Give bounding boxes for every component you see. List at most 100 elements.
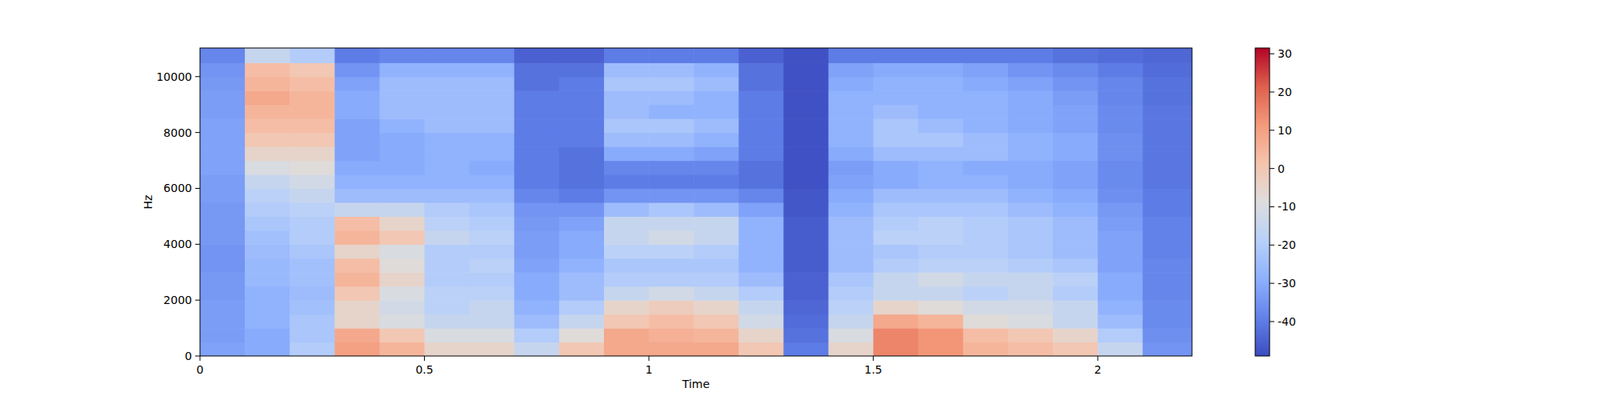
cell [1008,174,1054,189]
cell [559,90,605,105]
cell [559,258,605,273]
cell [738,244,784,259]
cell [1097,90,1144,105]
cell [1142,146,1192,161]
cell [559,286,605,301]
cells [200,48,1192,356]
cell [604,202,650,217]
cell [379,314,425,329]
cell [918,76,964,92]
cell [469,62,516,77]
y-tick [195,132,200,133]
cell [559,104,605,120]
x-tick-label: 1 [645,363,653,376]
y-tick-label: 6000 [163,181,192,195]
cell [559,188,605,203]
cell [648,314,695,329]
cell [604,328,650,343]
cell [1008,76,1054,92]
cell [828,132,875,148]
cell [873,76,920,92]
cell [289,90,336,105]
cell [918,314,964,329]
cell [963,146,1009,161]
cell [873,244,920,259]
cell [200,286,246,301]
y-tick-label: 4000 [163,237,192,251]
cell [379,146,425,161]
cell [559,48,605,64]
cell [1008,272,1054,287]
cell [738,76,784,92]
cell [1142,230,1192,245]
cell [514,146,560,161]
cell [918,104,964,120]
cell [334,314,380,329]
cell [559,146,605,161]
cell [1052,300,1099,315]
cell [514,328,560,343]
cell [604,90,650,105]
cell [1008,244,1054,259]
cell [244,216,291,231]
cell [963,258,1009,273]
cell [1142,104,1192,120]
cell [693,258,740,273]
cell [424,90,471,105]
cell [1052,146,1099,161]
cell [738,202,784,217]
cell [918,160,964,176]
cell [1008,286,1054,301]
x-tick-label: 2 [1094,363,1102,376]
cell [1142,174,1192,189]
colorbar-tick-label: -20 [1277,238,1296,252]
cell [469,90,516,105]
cell [334,286,380,301]
cell [334,216,380,231]
cell [334,272,380,287]
cell [738,62,784,77]
cell [289,160,336,176]
cell [828,216,875,231]
cell [200,314,246,329]
cell [289,216,336,231]
cell [424,286,471,301]
colorbar-tick-label: 10 [1277,124,1292,137]
cell [918,90,964,105]
cell [289,272,336,287]
cell [200,76,246,92]
x-tick-label: 0 [196,363,204,376]
cell [738,230,784,245]
cell [1097,342,1144,356]
cell [604,244,650,259]
cell [648,230,695,245]
cell [738,328,784,343]
cell [200,300,246,315]
cell [648,118,695,133]
cell [963,174,1009,189]
cell [604,272,650,287]
cell [873,132,920,148]
y-tick [195,356,200,357]
cell [828,272,875,287]
cell [783,328,829,343]
cell [738,342,784,356]
cell [648,48,695,64]
cell [828,286,875,301]
cell [1052,174,1099,189]
cell [559,216,605,231]
cell [873,202,920,217]
cell [828,48,875,64]
chart: 00.511.520200040006000800010000TimeHz-40… [0,0,1600,400]
cell [648,272,695,287]
cell [1142,244,1192,259]
cell [918,216,964,231]
cell [648,244,695,259]
cell [379,76,425,92]
cell [1097,62,1144,77]
cell [334,230,380,245]
cell [693,314,740,329]
cell [1008,132,1054,148]
cell [1052,48,1099,64]
cell [200,244,246,259]
